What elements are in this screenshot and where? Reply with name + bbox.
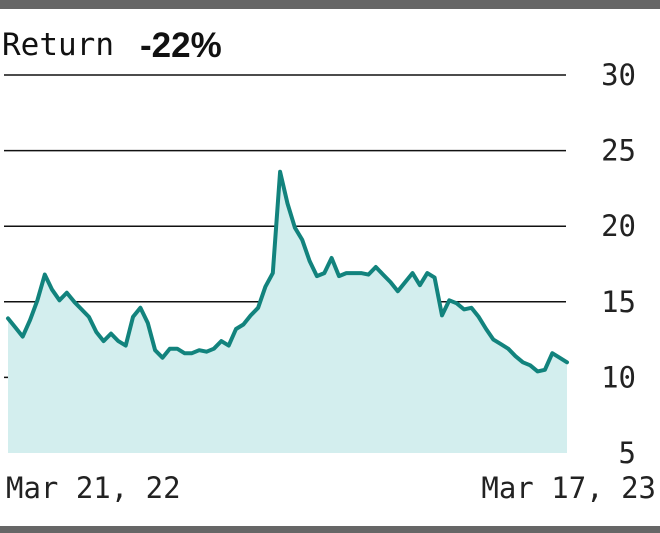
chart-title-label: Return (2, 27, 114, 63)
x-tick-label-start: Mar 21, 22 (6, 471, 181, 505)
y-tick-label: 10 (601, 360, 636, 394)
chart-return-value: -22% (140, 26, 222, 65)
y-tick-label: 5 (619, 436, 636, 470)
y-tick-label: 25 (601, 134, 636, 168)
x-tick-label-end: Mar 17, 23 (481, 471, 656, 505)
top-bar (0, 0, 660, 9)
area-fill (8, 171, 567, 454)
y-tick-label: 15 (601, 285, 636, 319)
bottom-bar (0, 526, 660, 533)
y-tick-label: 30 (601, 58, 636, 92)
y-tick-label: 20 (601, 209, 636, 243)
series-line (6, 169, 569, 374)
y-axis-ticks: 30 25 20 15 10 5 (601, 58, 636, 470)
